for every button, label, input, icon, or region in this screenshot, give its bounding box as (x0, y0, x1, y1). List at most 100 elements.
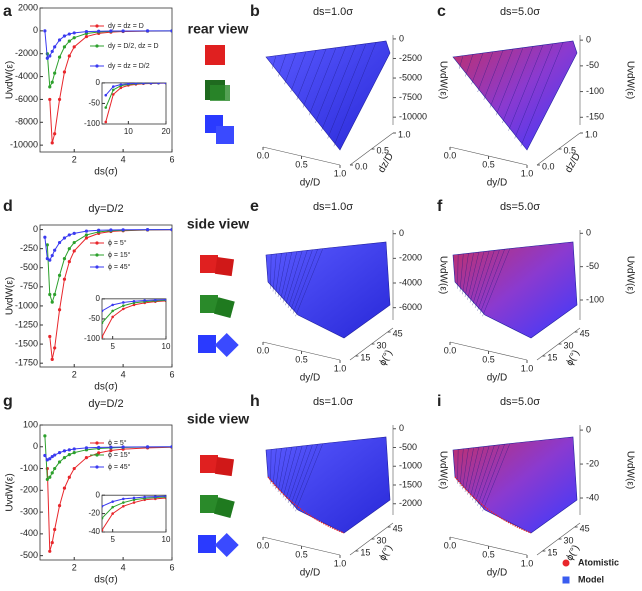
data-point (45, 458, 49, 462)
y-tick-label: -100 (20, 463, 38, 473)
data-point (48, 292, 52, 297)
data-point (72, 240, 76, 245)
x-tick-label: 4 (121, 154, 126, 164)
atomistic-edge (454, 476, 532, 534)
data-point (62, 256, 67, 261)
x-tick-label: 6 (169, 154, 174, 164)
data-point (84, 233, 89, 237)
y-tick-label: -400 (20, 528, 38, 538)
z-tick-label: 0 (399, 33, 404, 43)
z-axis-label: UvdW(ε) (437, 451, 448, 489)
surface-stripe (278, 54, 287, 77)
data-point (111, 93, 115, 96)
data-point (132, 501, 136, 504)
y-tick-label: -8000 (15, 117, 38, 127)
z-tick-label: -10000 (399, 112, 427, 122)
surface-stripe (295, 443, 324, 512)
z-tick-label: -40 (586, 492, 599, 502)
surface-stripe (469, 251, 485, 303)
y-tick-label: 0 (33, 25, 38, 35)
legend-label: ϕ = 15° (108, 251, 131, 259)
data-point (143, 299, 146, 302)
surface-stripe (462, 253, 469, 295)
data-point (62, 70, 67, 74)
data-point (109, 29, 113, 33)
x-axis-label: dy/D (300, 178, 321, 189)
surface-stripe (477, 444, 500, 506)
legend-marker (95, 441, 99, 445)
surface-stripe (275, 448, 282, 490)
y-tick-label: 0 (96, 78, 101, 87)
z-tick-label: 0 (586, 228, 591, 238)
surface-stripe (275, 253, 282, 295)
x-tick-label: 4 (121, 369, 126, 379)
x-axis-label: dy/D (300, 373, 321, 384)
y-axis-label: ϕ(°) (377, 348, 395, 368)
y-tick-label: -6000 (15, 94, 38, 104)
data-point (170, 445, 172, 449)
surface-stripe (296, 50, 317, 100)
panel-label: d (3, 198, 13, 215)
data-point (67, 39, 71, 43)
surface-stripe (280, 447, 293, 495)
plot-frame (39, 7, 173, 153)
data-point (154, 495, 157, 498)
x-tick-label: 0.0 (257, 345, 270, 355)
data-point (57, 55, 62, 59)
y-tick-label: -500 (20, 550, 38, 560)
surface-stripe (472, 445, 490, 501)
y-tick-label: -1500 (15, 338, 38, 348)
data-point (48, 54, 52, 58)
data-point (122, 304, 125, 307)
y-axis-label: ϕ(°) (564, 348, 582, 368)
data-point (53, 45, 57, 49)
data-point (84, 34, 89, 39)
data-point (111, 500, 114, 503)
z-tick-label: -50 (586, 261, 599, 271)
z-axis-label: UvdW(ε) (624, 451, 635, 489)
z-tick-label: -5000 (399, 72, 422, 82)
x-tick-label: 2 (72, 154, 77, 164)
chart-title: ds=1.0σ (313, 396, 353, 408)
surface-stripe (315, 46, 347, 124)
x-tick-label: 1.0 (521, 168, 534, 178)
surface-stripe (292, 249, 318, 314)
legend-label: ϕ = 45° (108, 463, 131, 471)
x-tick-label: 0.5 (482, 159, 495, 169)
surface-stripe (277, 252, 287, 298)
z-tick-label: -2000 (399, 498, 422, 508)
legend-label: Model (578, 574, 604, 584)
surface-stripe (308, 47, 337, 116)
legend-marker (95, 24, 99, 28)
y-tick-label: 0 (33, 224, 38, 234)
series-group (43, 29, 172, 145)
data-point (48, 549, 52, 553)
x-tick-label: 1.0 (334, 558, 347, 568)
data-point (57, 240, 62, 245)
data-point (122, 301, 125, 304)
surface (452, 241, 578, 339)
surface-stripe (479, 249, 505, 314)
y-tick-label: -10000 (10, 140, 38, 150)
data-point (62, 236, 67, 240)
x-tick-label: 1.0 (334, 363, 347, 373)
surface-stripe (280, 252, 293, 300)
z-tick-label: 0 (586, 35, 591, 45)
data-point (43, 453, 47, 458)
surface-stripe (284, 52, 297, 85)
data-point (111, 315, 114, 319)
y-axis-label: UvdW(ε) (5, 473, 16, 511)
x-tick-label: 0.5 (482, 549, 495, 559)
surface-stripe (459, 448, 464, 487)
surface-stripe (333, 42, 377, 147)
data-point (72, 45, 76, 49)
chart-title: ds=1.0σ (313, 6, 353, 18)
surface-stripe (290, 444, 313, 506)
data-point (50, 141, 54, 145)
data-point (67, 260, 71, 264)
x-axis-label: ds(σ) (94, 575, 117, 586)
z-axis-label: UvdW(ε) (437, 256, 448, 294)
surface-stripe (474, 445, 495, 504)
surface (265, 241, 391, 339)
y-tick-label: 15 (360, 352, 370, 362)
